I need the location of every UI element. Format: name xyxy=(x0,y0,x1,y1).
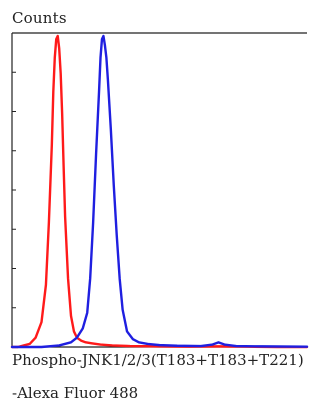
x-axis-label-line1: Phospho-JNK1/2/3(T183+T183+T221) xyxy=(12,351,304,369)
y-axis-label: Counts xyxy=(12,9,67,27)
x-axis-label-line2: -Alexa Fluor 488 xyxy=(12,384,139,402)
series-line-1 xyxy=(10,34,309,349)
series-line-0 xyxy=(10,34,309,349)
